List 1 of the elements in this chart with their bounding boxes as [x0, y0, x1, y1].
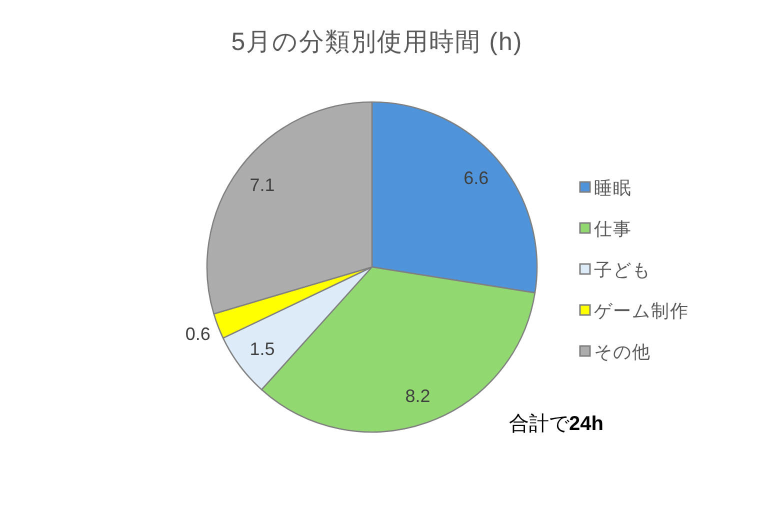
title: 5月の分類別使用時間 (h) [231, 28, 523, 56]
